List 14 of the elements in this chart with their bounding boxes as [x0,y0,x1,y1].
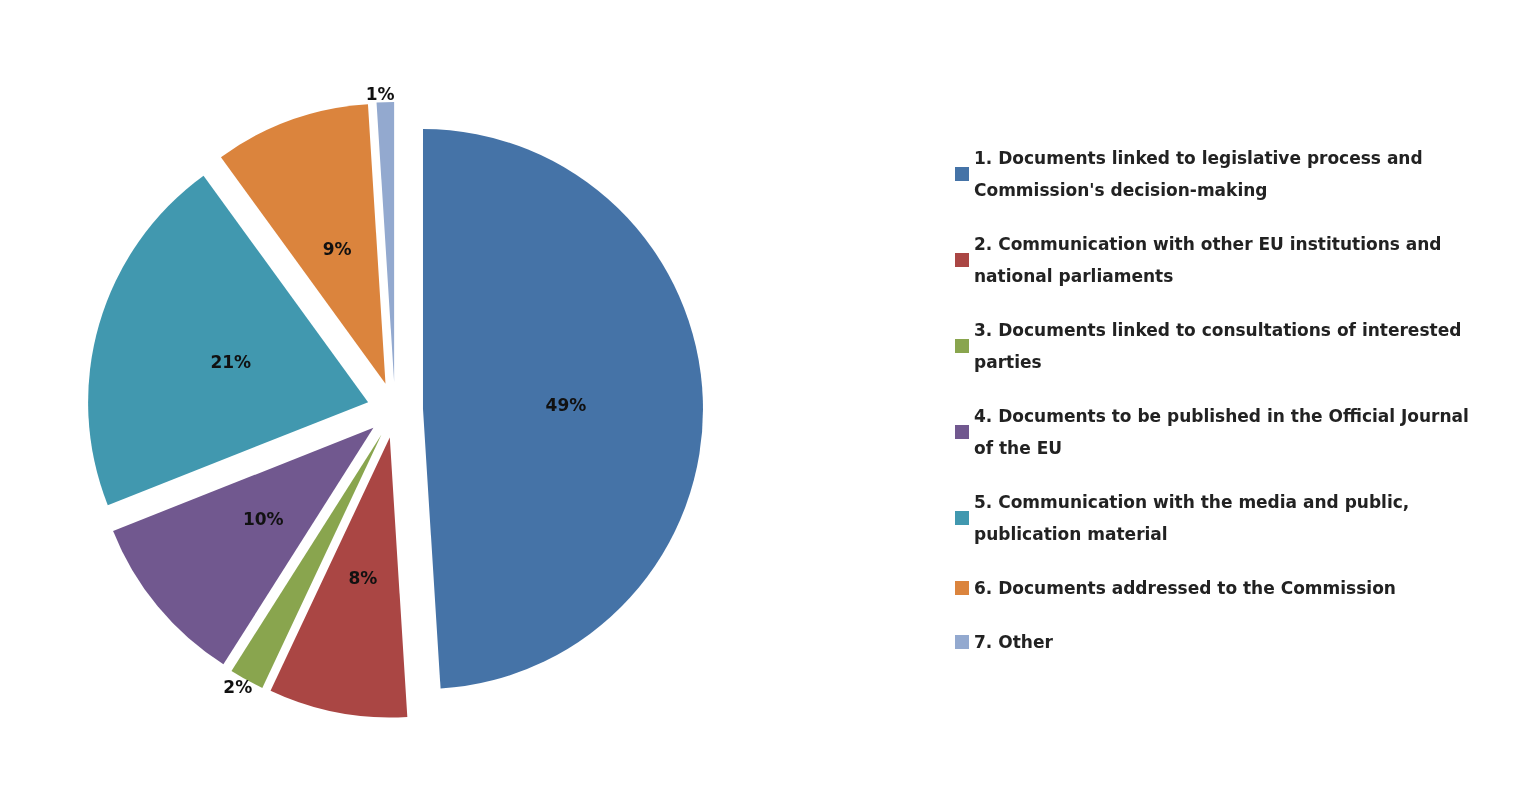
data-label: 2% [223,676,253,697]
legend-label: 7. Other [974,632,1054,652]
legend-label: 5. Communication with the media and public, publication material [974,492,1416,544]
data-label: 49% [545,394,587,415]
legend-label: 3. Documents linked to consultations of interested parties [974,320,1468,372]
legend-label: 4. Documents to be published in the Official Journal of the EU [974,406,1475,458]
data-label: 1% [365,84,395,105]
legend-label: 1. Documents linked to legislative process and Commission's decision-making [974,148,1429,200]
data-label: 10% [242,509,284,529]
data-label: 9% [322,239,352,260]
legend-label: 6. Documents addressed to the Commission [974,578,1396,598]
data-label: 21% [210,352,252,373]
legend-label: 2. Communication with other EU institutions and national parliaments [974,234,1448,286]
data-label: 8% [348,567,378,588]
